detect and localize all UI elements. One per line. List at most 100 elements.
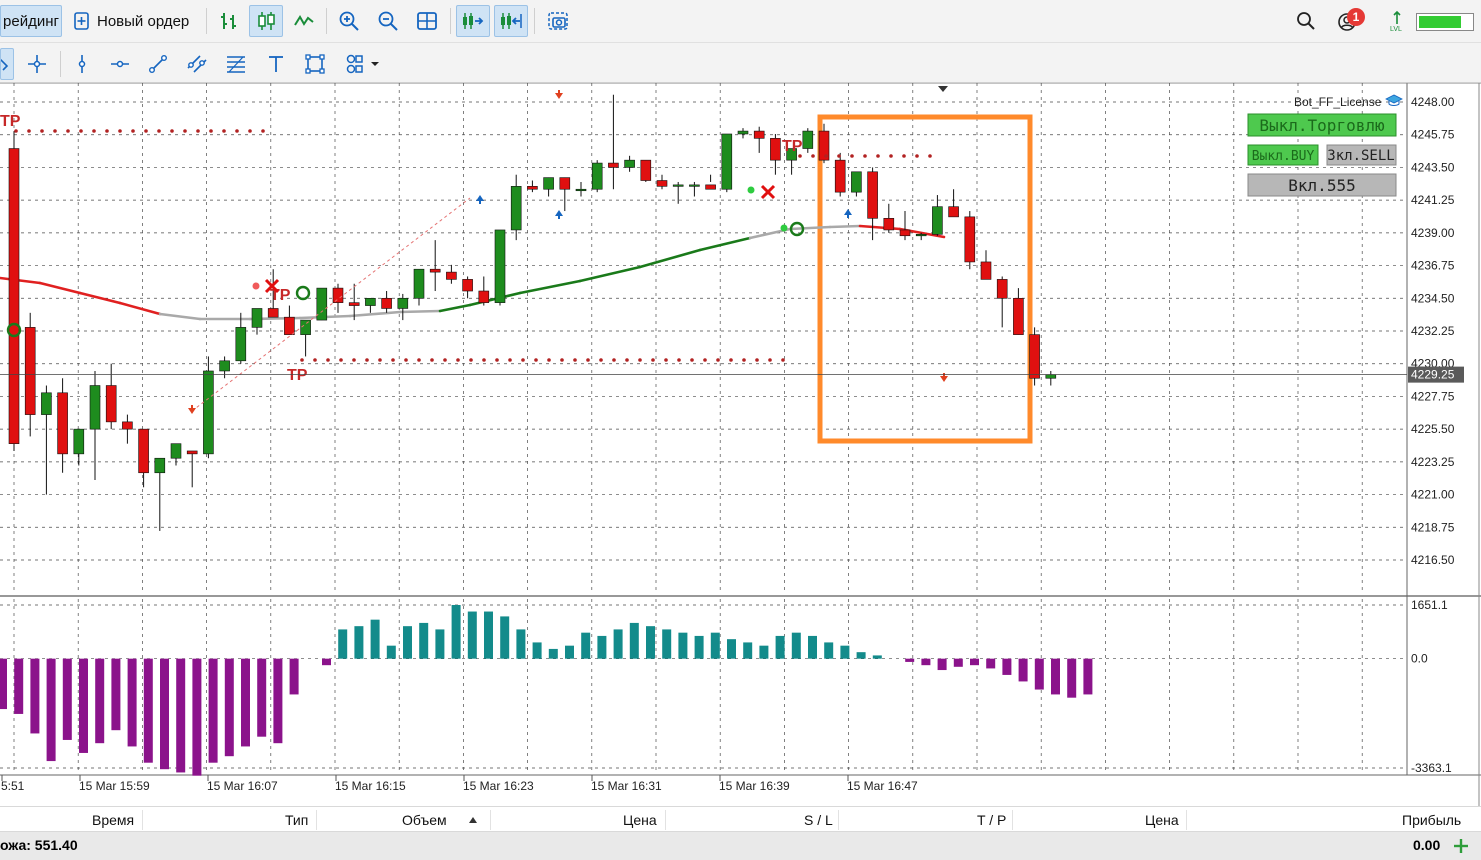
vertical-line-tool-button[interactable] (65, 48, 99, 80)
horizontal-line-tool-button[interactable] (103, 48, 137, 80)
cursor-tool-button[interactable] (0, 48, 14, 80)
take-profit-dot (365, 358, 369, 362)
take-profit-dot (573, 358, 577, 362)
channel-tool-button[interactable] (180, 48, 214, 80)
take-profit-dot (456, 358, 460, 362)
text-tool-button[interactable] (259, 48, 293, 80)
zoom-out-button[interactable] (371, 5, 405, 37)
candle-body (105, 385, 117, 423)
histogram-bar (646, 626, 655, 659)
histogram-bar (662, 629, 672, 659)
histogram-bar (953, 658, 963, 667)
histogram-bar (127, 658, 137, 747)
grid-icon (417, 12, 437, 30)
chart-shift-button[interactable] (494, 5, 528, 37)
line-chart-button[interactable] (287, 5, 321, 37)
column-time[interactable]: Время (92, 812, 135, 828)
trading-toggle-button[interactable]: Выкл.Торговлю (1247, 113, 1397, 137)
candle-body (332, 287, 344, 303)
candle-body (672, 184, 684, 187)
column-price[interactable]: Цена (623, 812, 657, 828)
signal-dot (780, 224, 788, 232)
candle-body (851, 171, 862, 193)
candle-body (300, 319, 311, 335)
moving-average-segment (788, 225, 832, 231)
signal-ring-icon (295, 285, 311, 301)
price-tick-label: 4216.50 (1411, 553, 1455, 567)
histogram-bar (808, 635, 817, 659)
candle-body (818, 130, 830, 161)
buy-toggle-button[interactable]: Выкл.BUY (1247, 144, 1319, 166)
histogram-bar (176, 658, 186, 773)
price-chart[interactable]: TP TP TP TP 4248.00 4245.75 4243.50 4241.25 423… (0, 83, 1481, 806)
time-tick-label: 15 Mar 16:31 (591, 779, 662, 793)
candle-body (186, 450, 198, 455)
histogram-bar (678, 632, 688, 659)
more-objects-dropdown[interactable] (337, 48, 385, 80)
candle-body (575, 188, 587, 192)
take-profit-label: TP (287, 367, 308, 384)
histogram-bar (905, 658, 915, 662)
bar-chart-button[interactable] (212, 5, 246, 37)
take-profit-dot (40, 129, 44, 133)
crosshair-tool-button[interactable] (20, 48, 54, 80)
take-profit-dot (105, 129, 109, 133)
fibonacci-tool-button[interactable] (219, 48, 253, 80)
candle-body (883, 218, 895, 231)
candle-body (1013, 297, 1024, 335)
chart-axes: 4248.00 4245.75 4243.50 4241.25 4239.00 4236.… (1, 95, 1464, 793)
moving-average-segment (38, 281, 82, 295)
histogram-bar (743, 642, 753, 659)
shapes-tool-button[interactable] (298, 48, 332, 80)
new-order-button[interactable]: Новый ордер (68, 5, 200, 37)
take-profit-label: TP (782, 138, 803, 155)
magic-number-button[interactable]: Вкл.555 (1247, 173, 1397, 197)
screenshot-button[interactable] (540, 5, 576, 37)
tile-windows-button[interactable] (410, 5, 444, 37)
take-profit-dot (677, 358, 681, 362)
signal-level-indicator[interactable]: LVL (1382, 5, 1412, 37)
add-icon[interactable] (1452, 837, 1470, 855)
histogram-bar (419, 622, 429, 659)
take-profit-dot (586, 358, 590, 362)
column-type[interactable]: Тип (285, 812, 309, 828)
take-profit-dot (781, 358, 785, 362)
cursor-icon (1, 58, 9, 71)
candle-body (462, 279, 473, 292)
toolbar-separator (326, 8, 327, 34)
chevron-down-icon (371, 62, 379, 66)
column-volume[interactable]: Объем (402, 812, 447, 828)
histogram-bar (386, 645, 396, 659)
price-tick-label: 4239.00 (1411, 226, 1455, 240)
column-profit[interactable]: Прибыль (1402, 812, 1462, 828)
auto-scroll-button[interactable] (456, 5, 490, 37)
algo-trading-button[interactable]: рейдинг (0, 5, 62, 37)
column-take-profit[interactable]: T / P (977, 812, 1007, 828)
notification-badge[interactable]: 1 (1347, 8, 1365, 26)
take-profit-dot (755, 358, 759, 362)
price-tick-label: 4232.25 (1411, 324, 1455, 338)
price-tick-label: 4234.50 (1411, 291, 1455, 305)
take-profit-dot (863, 154, 867, 158)
price-tick-label: 4221.00 (1411, 488, 1455, 502)
zoom-in-button[interactable] (332, 5, 366, 37)
svg-text:LVL: LVL (1390, 26, 1402, 32)
channel-icon (187, 55, 207, 73)
take-profit-dot (209, 129, 213, 133)
candle-body (591, 162, 603, 190)
candle-body (284, 316, 295, 335)
candlestick-chart-button[interactable] (249, 5, 283, 37)
take-profit-dot (742, 358, 746, 362)
column-current-price[interactable]: Цена (1145, 812, 1179, 828)
trendline-tool-button[interactable] (141, 48, 175, 80)
take-profit-dot (690, 358, 694, 362)
candle-body (170, 443, 182, 459)
take-profit-dot (837, 154, 841, 158)
column-stop-loss[interactable]: S / L (804, 812, 833, 828)
histogram-bar (62, 658, 72, 740)
search-button[interactable] (1290, 5, 1322, 37)
signal-ring-icon (6, 322, 22, 338)
take-profit-dot (703, 358, 707, 362)
sell-toggle-button[interactable]: Зкл.SELL (1326, 144, 1397, 166)
take-profit-dot (378, 358, 382, 362)
